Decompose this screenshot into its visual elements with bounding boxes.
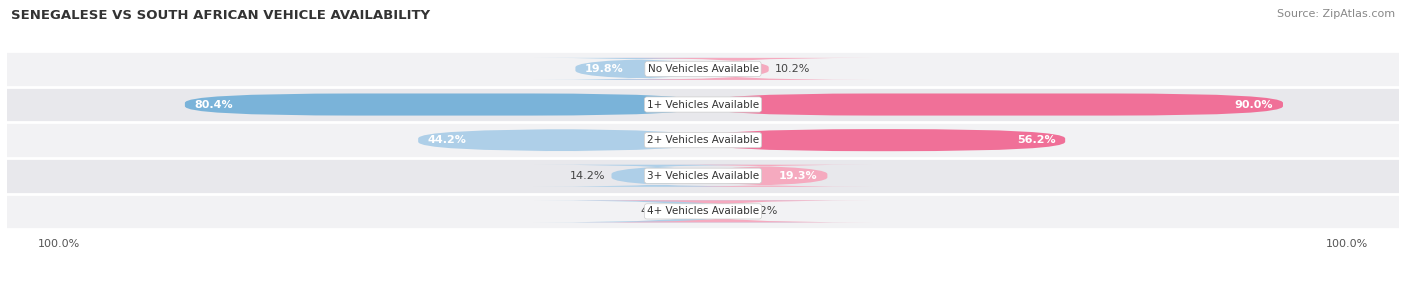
Text: 19.3%: 19.3% — [779, 171, 818, 181]
Text: 2+ Vehicles Available: 2+ Vehicles Available — [647, 135, 759, 145]
Text: SENEGALESE VS SOUTH AFRICAN VEHICLE AVAILABILITY: SENEGALESE VS SOUTH AFRICAN VEHICLE AVAI… — [11, 9, 430, 21]
Text: 4.3%: 4.3% — [641, 206, 669, 217]
FancyBboxPatch shape — [658, 165, 873, 187]
Bar — [7, 51, 1399, 87]
Text: 80.4%: 80.4% — [194, 100, 233, 110]
Text: 19.8%: 19.8% — [585, 64, 624, 74]
FancyBboxPatch shape — [574, 200, 873, 223]
Text: 14.2%: 14.2% — [569, 171, 605, 181]
FancyBboxPatch shape — [533, 58, 745, 80]
Text: No Vehicles Available: No Vehicles Available — [648, 64, 758, 74]
FancyBboxPatch shape — [703, 129, 1066, 151]
Text: 1+ Vehicles Available: 1+ Vehicles Available — [647, 100, 759, 110]
Text: 4+ Vehicles Available: 4+ Vehicles Available — [647, 206, 759, 217]
FancyBboxPatch shape — [703, 94, 1282, 116]
Text: 44.2%: 44.2% — [427, 135, 467, 145]
FancyBboxPatch shape — [418, 129, 703, 151]
FancyBboxPatch shape — [186, 94, 703, 116]
Text: Source: ZipAtlas.com: Source: ZipAtlas.com — [1277, 9, 1395, 19]
Text: 3+ Vehicles Available: 3+ Vehicles Available — [647, 171, 759, 181]
FancyBboxPatch shape — [533, 165, 782, 187]
Bar — [7, 194, 1399, 229]
FancyBboxPatch shape — [533, 200, 845, 223]
Text: 6.2%: 6.2% — [749, 206, 778, 217]
FancyBboxPatch shape — [599, 58, 873, 80]
Bar — [7, 87, 1399, 122]
Text: 90.0%: 90.0% — [1234, 100, 1274, 110]
Bar — [7, 158, 1399, 194]
Bar — [7, 122, 1399, 158]
Text: 10.2%: 10.2% — [775, 64, 810, 74]
Text: 56.2%: 56.2% — [1017, 135, 1056, 145]
